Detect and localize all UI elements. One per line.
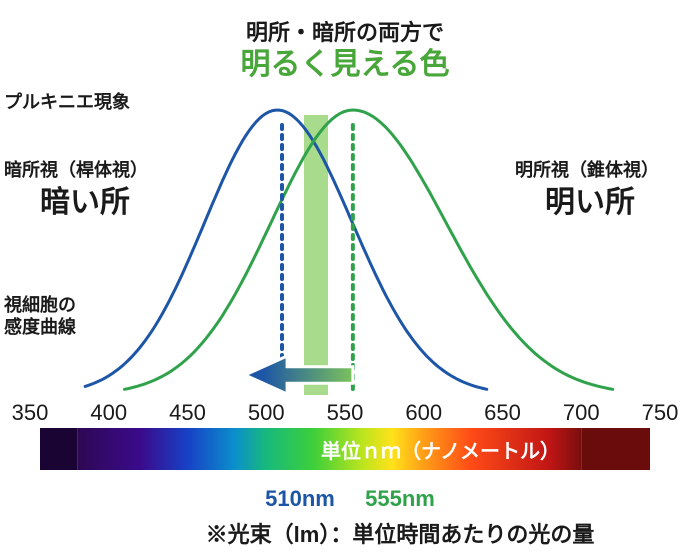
x-tick-label: 750 — [642, 400, 679, 425]
label-510nm: 510nm — [265, 486, 335, 511]
label-sensitivity-2: 感度曲線 — [4, 317, 76, 338]
label-scotopic-big: 暗い所 — [40, 186, 130, 221]
curve-scotopic — [85, 110, 487, 389]
footnote: ※光束（lm）：単位時間あたりの光の量 — [206, 522, 595, 547]
label-photopic-big: 明い所 — [545, 186, 635, 221]
highlight-bar — [304, 115, 328, 395]
label-nm-unit: 単位ｎｍ（ナノメートル） — [321, 439, 560, 463]
x-tick-label: 600 — [405, 400, 442, 425]
x-tick-label: 350 — [12, 400, 49, 425]
curve-photopic — [125, 110, 613, 389]
spectrum-uv-end — [40, 428, 77, 470]
label-photopic-small: 明所視（錐体視） — [515, 160, 659, 181]
x-tick-label: 450 — [169, 400, 206, 425]
x-tick-label: 550 — [327, 400, 364, 425]
x-tick-label: 500 — [248, 400, 285, 425]
label-purkinje: プルキニエ現象 — [4, 92, 130, 113]
label-scotopic-small: 暗所視（桿体視） — [4, 160, 148, 181]
shift-arrow — [245, 356, 353, 394]
label-555nm: 555nm — [365, 486, 435, 511]
title-line-1: 明所・暗所の両方で — [246, 20, 444, 45]
purkinje-chart-svg: 350 400 450 500 550 600 650 700 750 単位ｎｍ（ナノメートル） — [0, 0, 690, 560]
spectrum-ir-end — [581, 428, 650, 470]
label-sensitivity-1: 視細胞の — [4, 295, 76, 316]
x-tick-label: 650 — [484, 400, 521, 425]
figure-stage: 350400450500550600650700750単位ｎｍ（ナノメートル） … — [0, 0, 690, 560]
title-line-2: 明るく見える色 — [240, 48, 449, 83]
x-tick-label: 700 — [563, 400, 600, 425]
x-tick-label: 400 — [90, 400, 127, 425]
